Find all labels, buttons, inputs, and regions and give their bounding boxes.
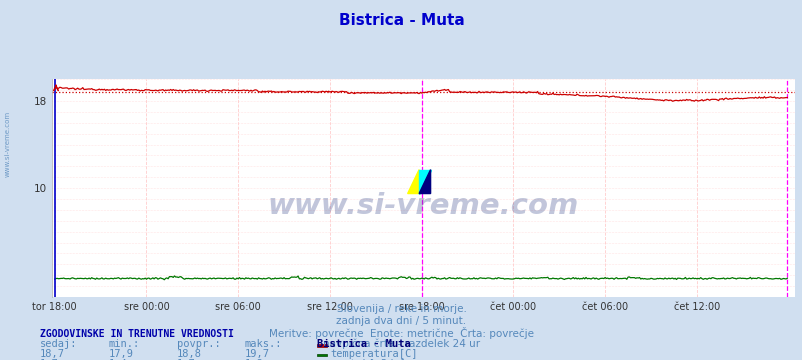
Polygon shape	[407, 170, 419, 194]
Text: www.si-vreme.com: www.si-vreme.com	[5, 111, 11, 177]
Text: Bistrica - Muta: Bistrica - Muta	[338, 13, 464, 28]
Text: www.si-vreme.com: www.si-vreme.com	[268, 192, 578, 220]
Text: 1,7: 1,7	[40, 359, 59, 360]
Text: temperatura[C]: temperatura[C]	[330, 349, 418, 359]
Text: 1,7: 1,7	[176, 359, 195, 360]
Polygon shape	[419, 170, 430, 194]
Text: pretok[m3/s]: pretok[m3/s]	[330, 359, 405, 360]
Polygon shape	[419, 170, 430, 194]
Text: 1,8: 1,8	[245, 359, 263, 360]
Text: 1,4: 1,4	[108, 359, 127, 360]
Text: ZGODOVINSKE IN TRENUTNE VREDNOSTI: ZGODOVINSKE IN TRENUTNE VREDNOSTI	[40, 329, 233, 339]
Text: sedaj:: sedaj:	[40, 339, 78, 350]
Text: 17,9: 17,9	[108, 349, 133, 359]
Text: Slovenija / reke in morje.: Slovenija / reke in morje.	[336, 304, 466, 314]
Text: navpična črta - razdelek 24 ur: navpična črta - razdelek 24 ur	[322, 339, 480, 349]
Text: maks.:: maks.:	[245, 339, 282, 350]
Text: povpr.:: povpr.:	[176, 339, 220, 350]
Text: Meritve: povrečne  Enote: metrične  Črta: povrečje: Meritve: povrečne Enote: metrične Črta: …	[269, 327, 533, 339]
Text: 18,8: 18,8	[176, 349, 201, 359]
Text: Bistrica - Muta: Bistrica - Muta	[317, 339, 411, 350]
Text: 18,7: 18,7	[40, 349, 65, 359]
Text: min.:: min.:	[108, 339, 140, 350]
Text: 19,7: 19,7	[245, 349, 269, 359]
Text: zadnja dva dni / 5 minut.: zadnja dva dni / 5 minut.	[336, 316, 466, 326]
